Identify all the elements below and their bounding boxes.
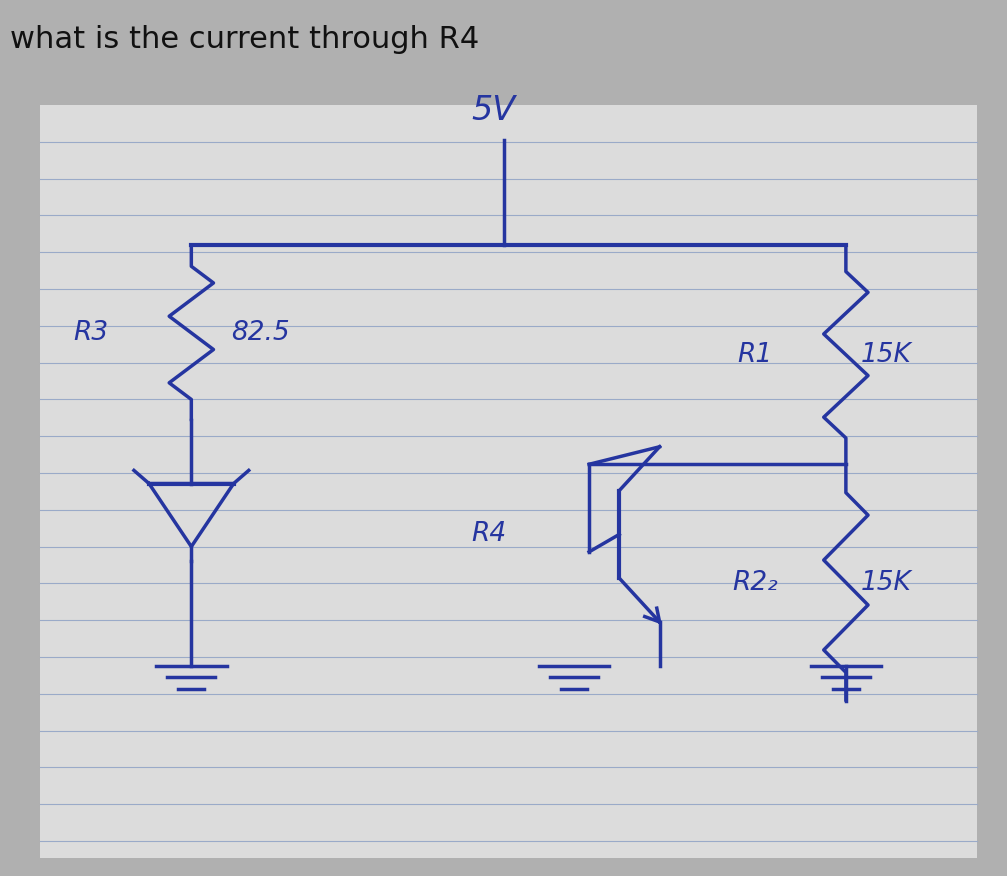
Text: R4: R4 xyxy=(471,521,506,548)
Text: 82.5: 82.5 xyxy=(232,320,290,346)
Text: R2₂: R2₂ xyxy=(732,569,778,596)
Text: 15K: 15K xyxy=(861,569,911,596)
Text: 5V: 5V xyxy=(471,94,516,127)
Text: what is the current through R4: what is the current through R4 xyxy=(10,25,479,54)
Text: R3: R3 xyxy=(74,320,108,346)
Text: R1: R1 xyxy=(738,342,772,368)
Text: 15K: 15K xyxy=(861,342,911,368)
FancyBboxPatch shape xyxy=(40,105,977,858)
